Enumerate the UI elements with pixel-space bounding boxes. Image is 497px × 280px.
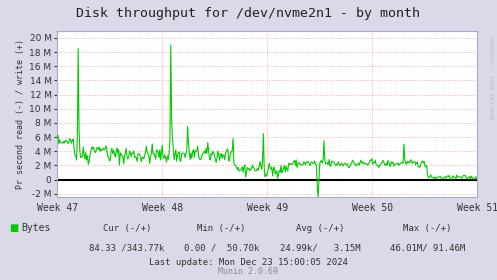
Text: 46.01M/ 91.46M: 46.01M/ 91.46M: [390, 243, 465, 252]
Text: Avg (-/+): Avg (-/+): [296, 224, 345, 233]
Text: 0.00 /  50.70k: 0.00 / 50.70k: [183, 243, 259, 252]
Text: Cur (-/+): Cur (-/+): [102, 224, 151, 233]
Text: Min (-/+): Min (-/+): [197, 224, 246, 233]
Text: 24.99k/   3.15M: 24.99k/ 3.15M: [280, 243, 361, 252]
Text: Disk throughput for /dev/nvme2n1 - by month: Disk throughput for /dev/nvme2n1 - by mo…: [77, 7, 420, 20]
Text: Week 47: Week 47: [37, 203, 78, 213]
Text: Last update: Mon Dec 23 15:00:05 2024: Last update: Mon Dec 23 15:00:05 2024: [149, 258, 348, 267]
Text: Munin 2.0.69: Munin 2.0.69: [219, 267, 278, 276]
Text: Week 48: Week 48: [142, 203, 183, 213]
Text: 84.33 /343.77k: 84.33 /343.77k: [89, 243, 165, 252]
Text: Week 49: Week 49: [247, 203, 288, 213]
Text: Week 51: Week 51: [457, 203, 497, 213]
Y-axis label: Pr second read (-) / write (+): Pr second read (-) / write (+): [16, 39, 25, 189]
Text: Week 50: Week 50: [351, 203, 393, 213]
Text: Max (-/+): Max (-/+): [403, 224, 452, 233]
Text: RRDTOOL / TOBI OETIKER: RRDTOOL / TOBI OETIKER: [488, 37, 493, 120]
Text: ■: ■: [9, 223, 18, 233]
Text: Bytes: Bytes: [21, 223, 50, 233]
